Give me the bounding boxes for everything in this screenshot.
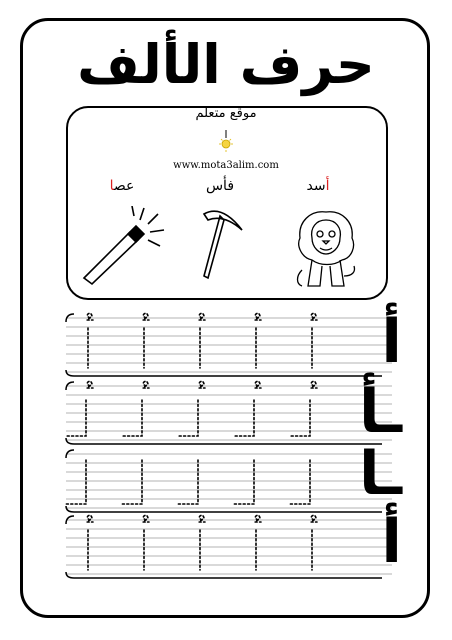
band-corner bbox=[65, 571, 75, 579]
pickaxe-icon bbox=[202, 210, 243, 280]
tracing-hamza bbox=[196, 380, 206, 389]
tracing-alef-joined bbox=[65, 459, 87, 505]
magic-wand-icon bbox=[82, 206, 165, 286]
page-title: حرف الألف bbox=[77, 33, 375, 96]
model-letter: أ bbox=[381, 507, 402, 577]
word-stick: عصا bbox=[109, 178, 135, 194]
model-letter: ـا bbox=[358, 439, 402, 509]
tracing-alef-joined bbox=[177, 399, 199, 437]
tracing-hamza bbox=[84, 380, 94, 389]
tracing-alef-joined bbox=[289, 459, 311, 505]
tracing-hamza bbox=[196, 514, 206, 523]
brand-url: www.mota3alim.com bbox=[173, 160, 279, 171]
tracing-hamza bbox=[84, 312, 94, 321]
band-corner bbox=[65, 369, 75, 377]
tracing-hamza bbox=[308, 380, 318, 389]
tracing-hamza bbox=[252, 514, 262, 523]
tracing-hamza bbox=[140, 380, 150, 389]
tracing-alef-joined bbox=[65, 399, 87, 437]
band-corner bbox=[65, 381, 75, 391]
tracing-hamza bbox=[252, 380, 262, 389]
band-corner bbox=[65, 437, 75, 445]
tracing-hamza bbox=[84, 514, 94, 523]
tracing-hamza bbox=[308, 514, 318, 523]
tracing-hamza bbox=[196, 312, 206, 321]
lion-icon bbox=[296, 211, 356, 287]
vocabulary-box bbox=[66, 106, 388, 300]
worksheet-frame bbox=[20, 18, 430, 618]
model-letter: أ bbox=[381, 307, 402, 377]
band-corner bbox=[65, 449, 75, 459]
tracing-hamza bbox=[308, 312, 318, 321]
band-corner bbox=[65, 515, 75, 525]
tracing-hamza bbox=[140, 514, 150, 523]
lightbulb-icon bbox=[219, 130, 233, 152]
brand-name: موقع متعلم bbox=[195, 106, 257, 121]
tracing-hamza bbox=[140, 312, 150, 321]
band-corner bbox=[65, 313, 75, 323]
tracing-hamza bbox=[252, 312, 262, 321]
model-letter: ـأ bbox=[358, 377, 402, 447]
tracing-alef-joined bbox=[121, 399, 143, 437]
tracing-alef-joined bbox=[121, 459, 143, 505]
tracing-alef-joined bbox=[233, 459, 255, 505]
band-corner bbox=[65, 505, 75, 513]
tracing-alef-joined bbox=[289, 399, 311, 437]
word-axe: فأس bbox=[205, 178, 235, 194]
tracing-alef-joined bbox=[233, 399, 255, 437]
tracing-alef-joined bbox=[177, 459, 199, 505]
word-lion: أسد bbox=[306, 178, 330, 194]
